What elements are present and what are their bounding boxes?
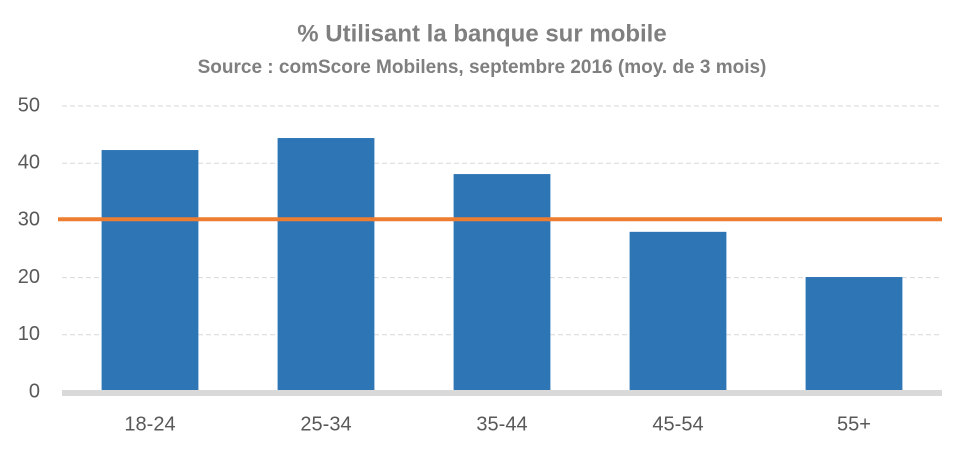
bar — [453, 174, 551, 392]
chart-title: % Utilisant la banque sur mobile — [297, 20, 666, 47]
x-axis — [62, 390, 942, 396]
bar — [629, 231, 727, 392]
bar — [101, 150, 199, 392]
bar — [805, 277, 903, 392]
y-tick-label: 30 — [18, 209, 40, 231]
chart-subtitle: Source : comScore Mobilens, septembre 20… — [198, 57, 767, 78]
x-tick-label: 45-54 — [652, 413, 703, 435]
x-tick-label: 25-34 — [300, 413, 351, 435]
x-tick-label: 35-44 — [476, 413, 527, 435]
y-tick-label: 10 — [18, 323, 40, 345]
y-tick-label: 20 — [18, 266, 40, 288]
y-tick-label: 40 — [18, 151, 40, 173]
bar — [277, 138, 375, 392]
x-tick-label: 55+ — [837, 413, 871, 435]
y-tick-label: 50 — [18, 94, 40, 116]
x-tick-label: 18-24 — [124, 413, 175, 435]
y-tick-label: 0 — [29, 380, 40, 402]
